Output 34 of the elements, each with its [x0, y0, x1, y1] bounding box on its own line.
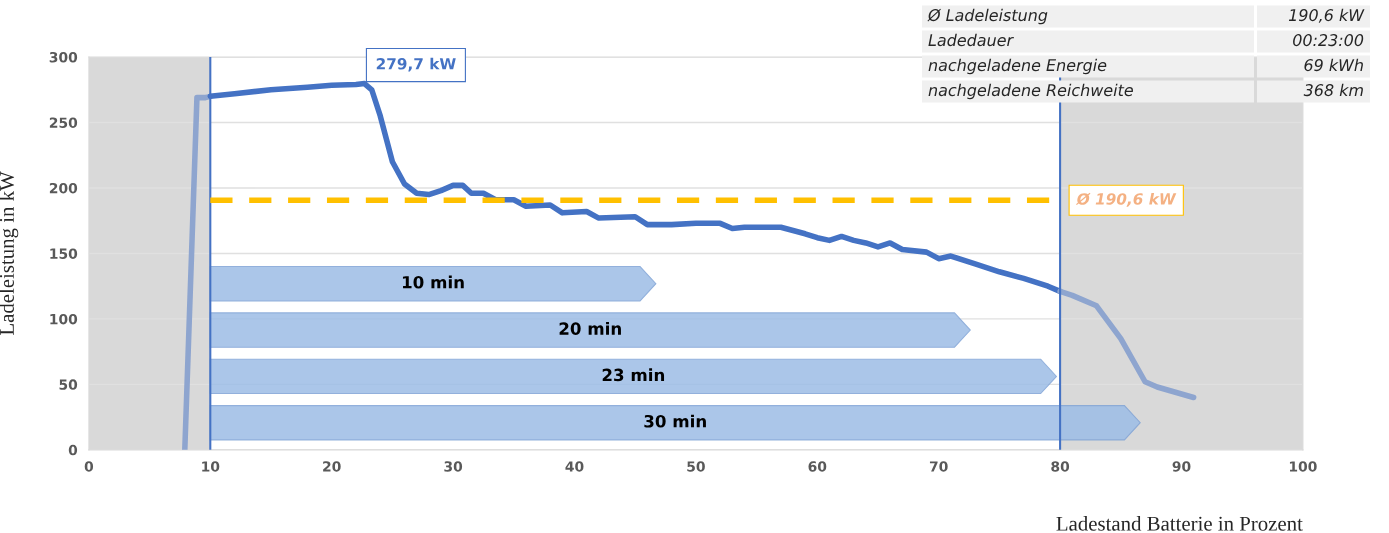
band-label: 20 min — [559, 321, 621, 335]
ref-line-label: Ø 190,6 kW — [1076, 192, 1177, 207]
y-axis-title: Ladeleistung in kW — [0, 171, 19, 335]
x-tick-label: 100 — [1289, 461, 1317, 472]
x-tick-label: 50 — [687, 461, 705, 472]
data-label: 279,7 kW — [376, 57, 456, 72]
y-tick-label: 50 — [59, 379, 78, 390]
text: Ladedauer — [928, 33, 1014, 47]
band-label: 30 min — [644, 414, 706, 428]
text: 69 kWh — [1304, 58, 1363, 72]
annotation: nachgeladene Energie — [928, 58, 1107, 75]
x-tick-label: 20 — [323, 461, 341, 472]
text: 190,6 kW — [1288, 8, 1365, 23]
text: 00:23:00 — [1293, 34, 1364, 47]
y-tick-label: 200 — [49, 182, 78, 194]
y-tick-label: 0 — [68, 444, 78, 456]
annotation: nachgeladene Reichweite — [928, 83, 1133, 100]
x-tick-label: 40 — [565, 461, 584, 472]
x-tick-label: 70 — [929, 461, 948, 472]
y-tick-label: 100 — [50, 313, 78, 325]
x-tick-label: 10 — [202, 461, 220, 472]
x-axis-title: Ladestand Batterie in Prozent — [1056, 516, 1303, 531]
x-tick-label: 30 — [444, 461, 463, 472]
y-tick-label: 250 — [49, 117, 78, 128]
x-tick-label: 90 — [1172, 461, 1191, 472]
y-tick-label: 300 — [49, 52, 78, 63]
band-label: 23 min — [602, 368, 665, 382]
band-label: 10 min — [402, 275, 464, 289]
text: 368 km — [1303, 83, 1363, 97]
x-tick-label: 0 — [84, 461, 94, 472]
x-tick-label: 80 — [1051, 461, 1070, 472]
x-tick-label: 60 — [808, 461, 827, 472]
y-tick-label: 150 — [50, 248, 78, 259]
text: Ø Ladeleistung — [927, 8, 1048, 25]
